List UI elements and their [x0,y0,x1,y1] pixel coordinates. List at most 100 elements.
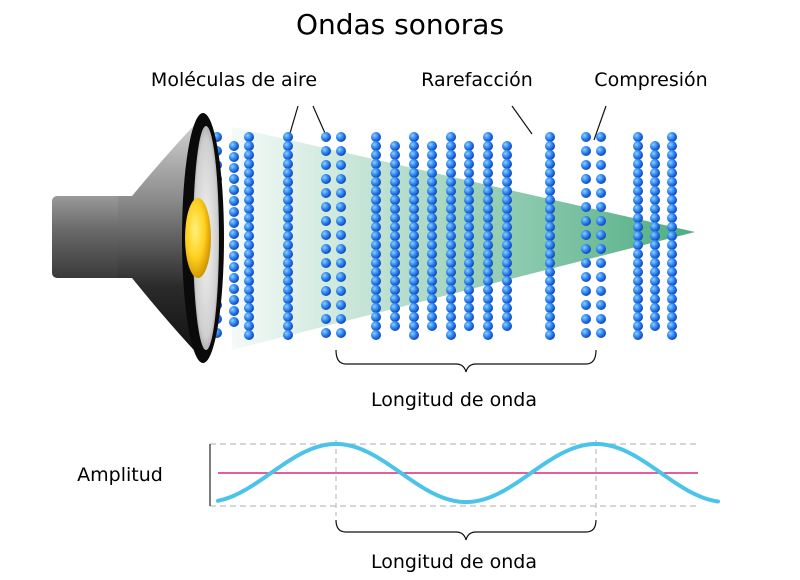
molecule-dot [321,174,331,184]
molecule-dot [371,132,381,142]
molecule-dot [336,160,346,170]
molecule-dot [409,276,419,286]
molecule-dot [244,240,254,250]
molecule-dot [650,195,660,205]
molecule-dot [427,204,437,214]
molecule-dot [464,222,474,232]
molecule-dot [336,230,346,240]
molecule-dot [502,231,512,241]
molecule-dot [390,204,400,214]
molecule-dot [244,303,254,313]
molecule-dot [483,321,493,331]
molecule-dot [633,276,643,286]
molecule-dot [650,321,660,331]
molecule-dot [446,177,456,187]
molecule-dot [229,196,239,206]
molecule-dot [283,294,293,304]
molecule-dot [283,267,293,277]
label-compression: Compresión [594,69,707,91]
molecule-dot [409,321,419,331]
molecule-dot [633,231,643,241]
molecule-dot [371,231,381,241]
molecule-dot [371,330,381,340]
molecule-dot [229,152,239,162]
molecule-dot [244,213,254,223]
molecule-dot [244,294,254,304]
molecule-dot [283,168,293,178]
molecule-dot [427,276,437,286]
molecule-dot [667,141,677,151]
molecule-dot [283,177,293,187]
molecule-dot [409,285,419,295]
molecule-dot [545,258,555,268]
molecule-dot [483,267,493,277]
molecule-dot [650,294,660,304]
molecule-dot [633,150,643,160]
molecule-dot [336,244,346,254]
molecule-dot [283,258,293,268]
molecule-dot [502,240,512,250]
molecule-dot [545,231,555,241]
molecule-dot [596,230,606,240]
molecule-dot [650,240,660,250]
molecule-dot [483,177,493,187]
molecule-dot [371,150,381,160]
molecule-dot [283,204,293,214]
molecule-dot [409,267,419,277]
molecule-dot [667,240,677,250]
molecule-dot [667,249,677,259]
molecule-dot [427,267,437,277]
molecule-dot [650,222,660,232]
molecule-dot [483,204,493,214]
molecule-dot [650,168,660,178]
molecule-dot [596,146,606,156]
molecule-dot [390,231,400,241]
molecule-dot [390,186,400,196]
molecule-dot [427,249,437,259]
molecule-dot [446,285,456,295]
molecule-dot [464,276,474,286]
molecule-dot [633,168,643,178]
molecule-dot [633,321,643,331]
speaker-neck [52,196,124,278]
molecule-dot [650,204,660,214]
molecule-dot [545,204,555,214]
molecule-dot [371,285,381,295]
molecule-dot [483,186,493,196]
molecule-dot [633,186,643,196]
molecule-dot [667,267,677,277]
molecule-dot [336,202,346,212]
molecule-dot [371,267,381,277]
molecule-dot [596,300,606,310]
molecule-dot [371,186,381,196]
molecule-dot [581,286,591,296]
molecule-dot [502,285,512,295]
molecule-dot [321,188,331,198]
molecule-dot [596,188,606,198]
molecule-dot [633,312,643,322]
molecule-dot [427,186,437,196]
molecule-dot [633,141,643,151]
molecule-dot [283,141,293,151]
molecule-dot [371,258,381,268]
molecule-dot [283,303,293,313]
molecule-dot [446,258,456,268]
label-wavelength-bottom: Longitud de onda [371,551,537,573]
molecule-dot [446,141,456,151]
molecule-dot [283,312,293,322]
molecule-dot [283,330,293,340]
molecule-dot [483,195,493,205]
molecule-dot [409,177,419,187]
loudspeaker-icon [52,113,224,363]
molecule-dot [336,328,346,338]
molecule-dot [667,276,677,286]
molecule-dot [446,159,456,169]
molecule-dot [581,188,591,198]
molecule-dot [229,306,239,316]
molecule-dot [409,231,419,241]
molecule-dot [596,314,606,324]
molecule-dot [464,258,474,268]
molecule-dot [321,300,331,310]
molecule-dot [229,240,239,250]
